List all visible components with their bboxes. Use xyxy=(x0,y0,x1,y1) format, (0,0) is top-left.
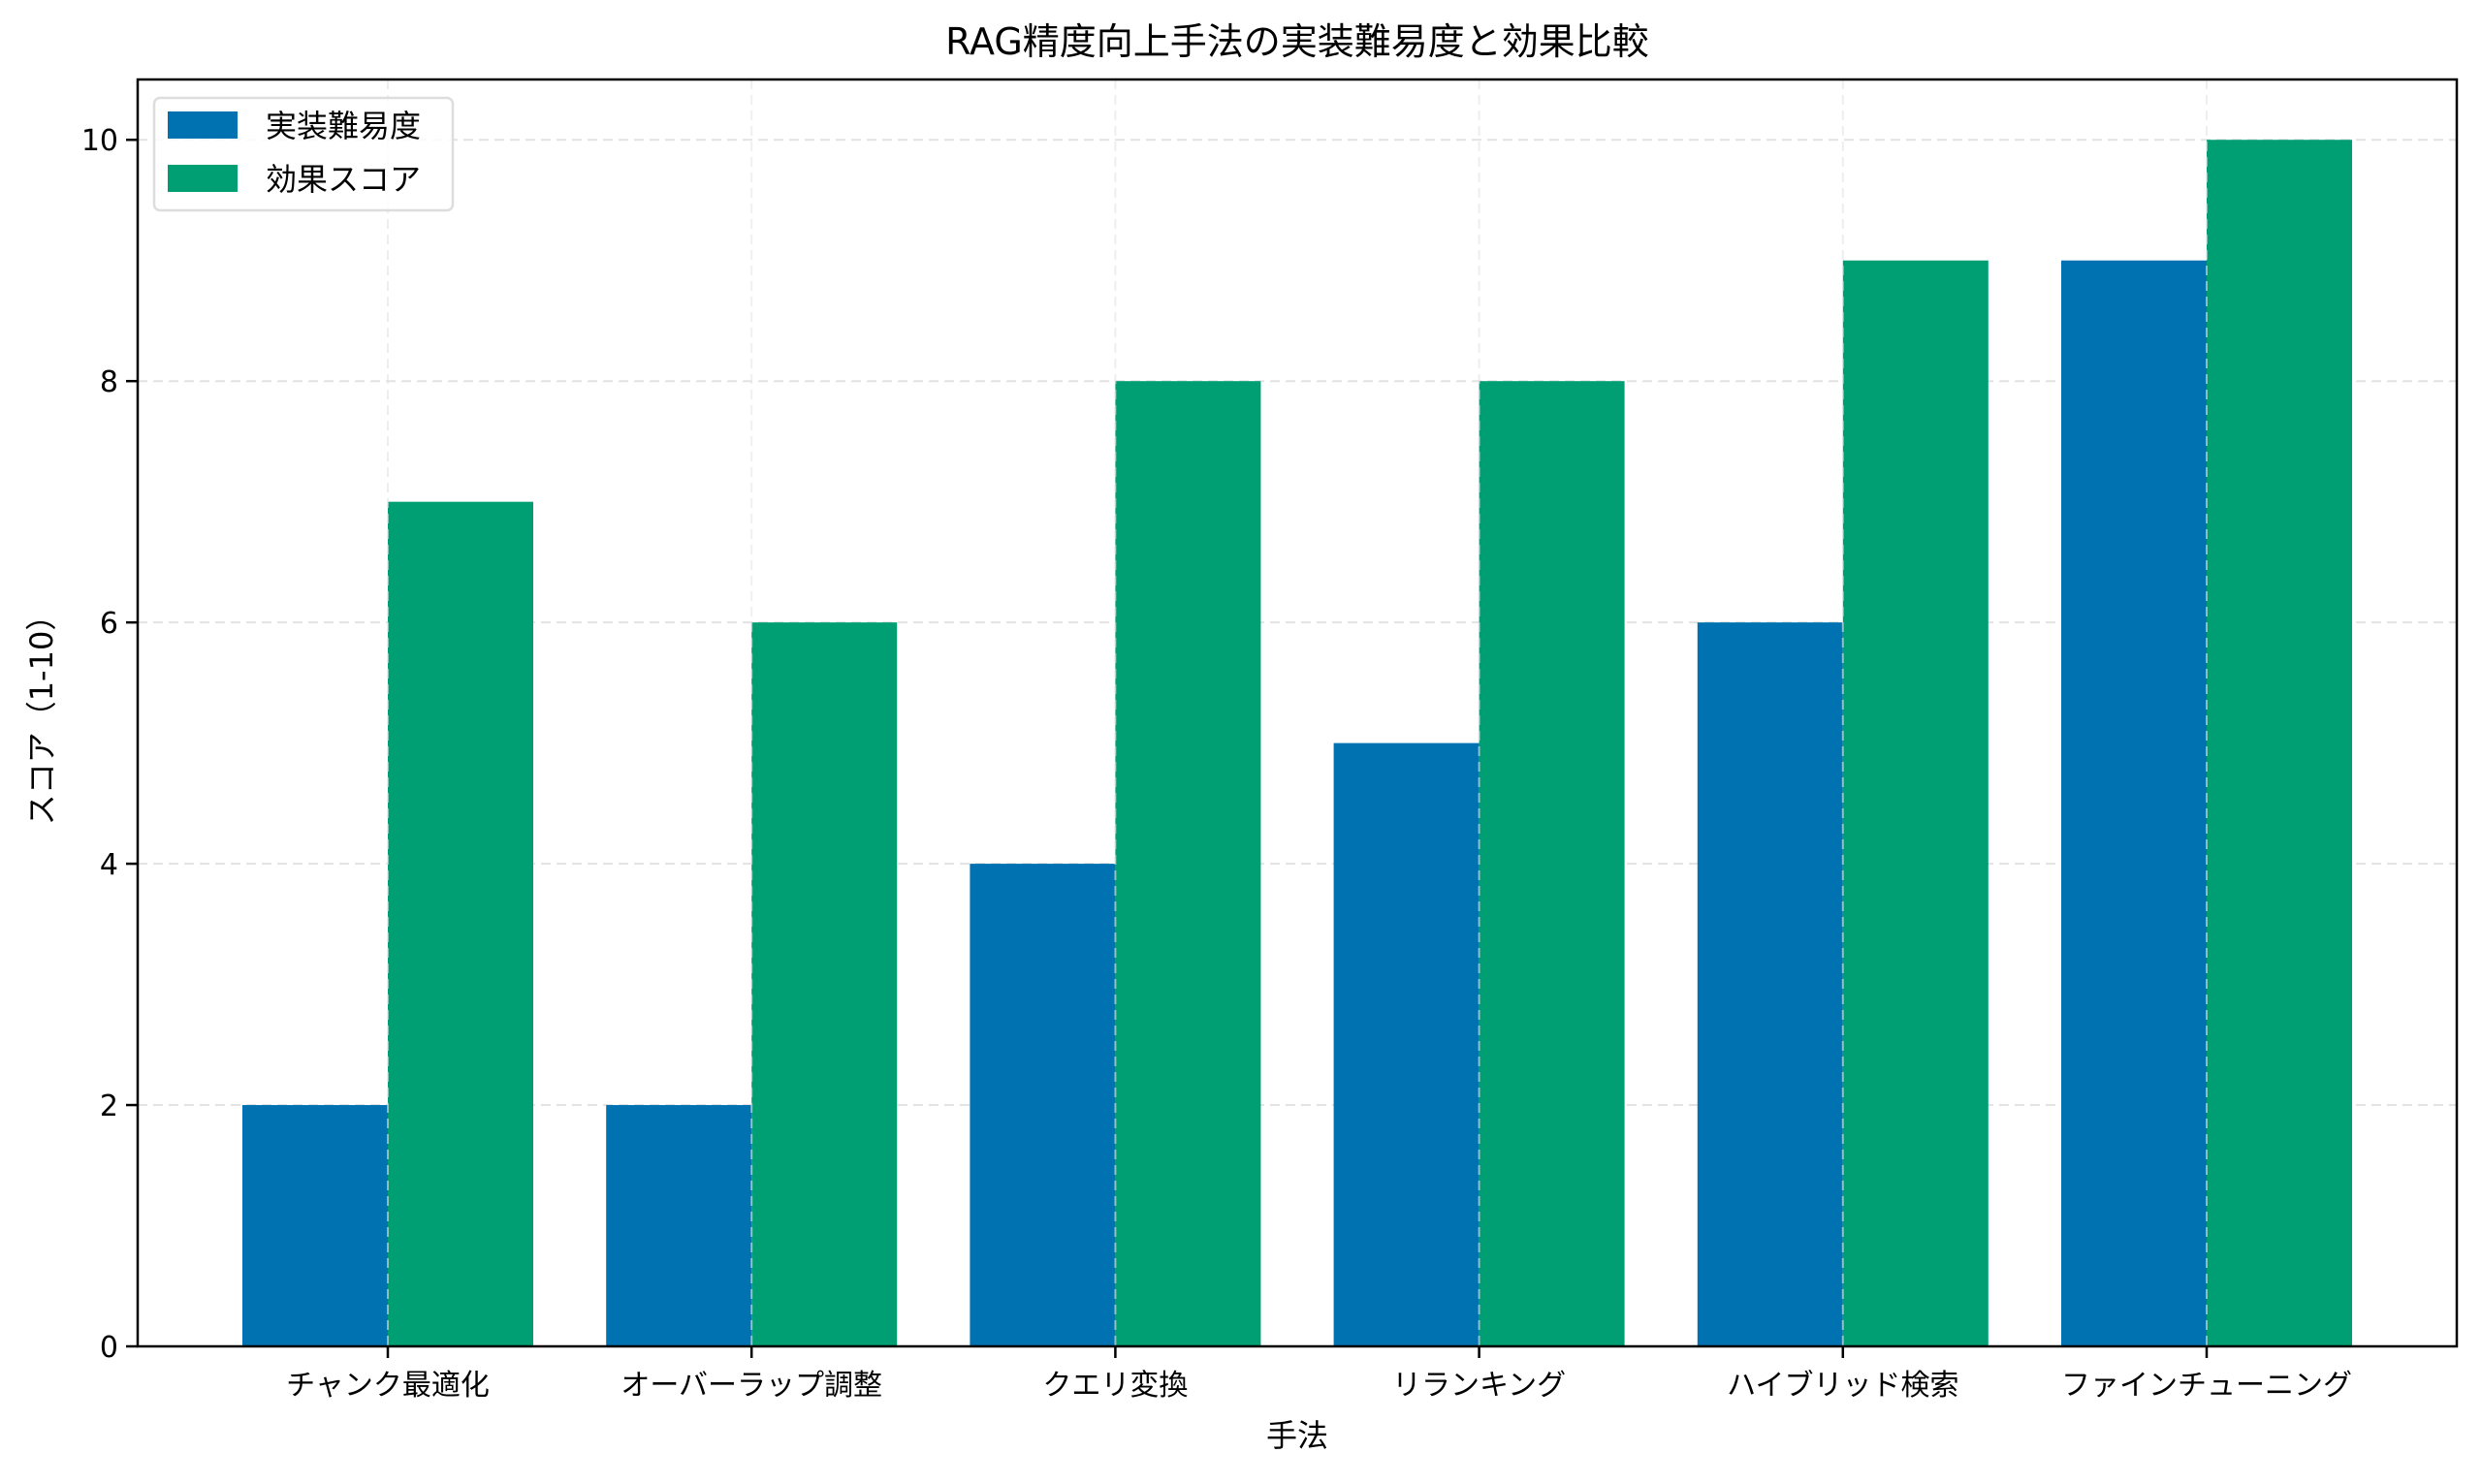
y-tick-label: 6 xyxy=(100,607,118,641)
x-ticks: チャンク最適化 オーバーラップ調整 クエリ変換 リランキング ハイブリッド検索 ファインチ… xyxy=(286,1346,2352,1403)
bar-difficulty xyxy=(970,864,1116,1346)
bar-difficulty xyxy=(1333,742,1480,1346)
plot-frame xyxy=(136,78,2459,1348)
x-tick-label: チャンク最適化 xyxy=(286,1369,490,1403)
chart-title: RAG精度向上手法の実装難易度と効果比較 xyxy=(945,20,1649,63)
bar-effect xyxy=(751,622,898,1346)
x-tick-label: ハイブリッド検索 xyxy=(1727,1369,1958,1403)
legend: 実装難易度 効果スコア xyxy=(152,96,455,212)
bar-difficulty xyxy=(2061,260,2207,1346)
bar-effect xyxy=(388,501,533,1346)
legend-swatch-difficulty xyxy=(168,111,238,139)
legend-label-effect: 効果スコア xyxy=(266,161,421,198)
y-tick-label: 10 xyxy=(81,124,118,158)
bar-difficulty xyxy=(242,1105,388,1346)
bar-effect xyxy=(1842,260,1989,1346)
vertical-grid xyxy=(387,79,2208,1346)
bar-effect xyxy=(1479,381,1625,1346)
y-tick-label: 8 xyxy=(100,365,118,399)
bar-effect xyxy=(2207,140,2352,1347)
y-tick-label: 4 xyxy=(100,848,118,882)
y-axis-label: スコア（1-10） xyxy=(23,600,60,826)
bar-difficulty xyxy=(1697,622,1843,1346)
x-tick-label: オーバーラップ調整 xyxy=(620,1369,882,1403)
bar-difficulty xyxy=(606,1105,752,1346)
x-tick-label: リランキング xyxy=(1392,1369,1566,1403)
y-tick-label: 2 xyxy=(100,1089,118,1123)
bar-effect xyxy=(1115,381,1261,1346)
y-tick-label: 0 xyxy=(100,1331,118,1365)
x-tick-label: ファインチューニング xyxy=(2061,1369,2352,1403)
legend-swatch-effect xyxy=(168,165,238,192)
legend-label-difficulty: 実装難易度 xyxy=(266,108,421,144)
y-ticks: 0 2 4 6 8 10 xyxy=(81,124,138,1365)
x-tick-label: クエリ変換 xyxy=(1042,1369,1188,1403)
bars xyxy=(242,140,2352,1347)
x-axis-label: 手法 xyxy=(1266,1417,1328,1454)
